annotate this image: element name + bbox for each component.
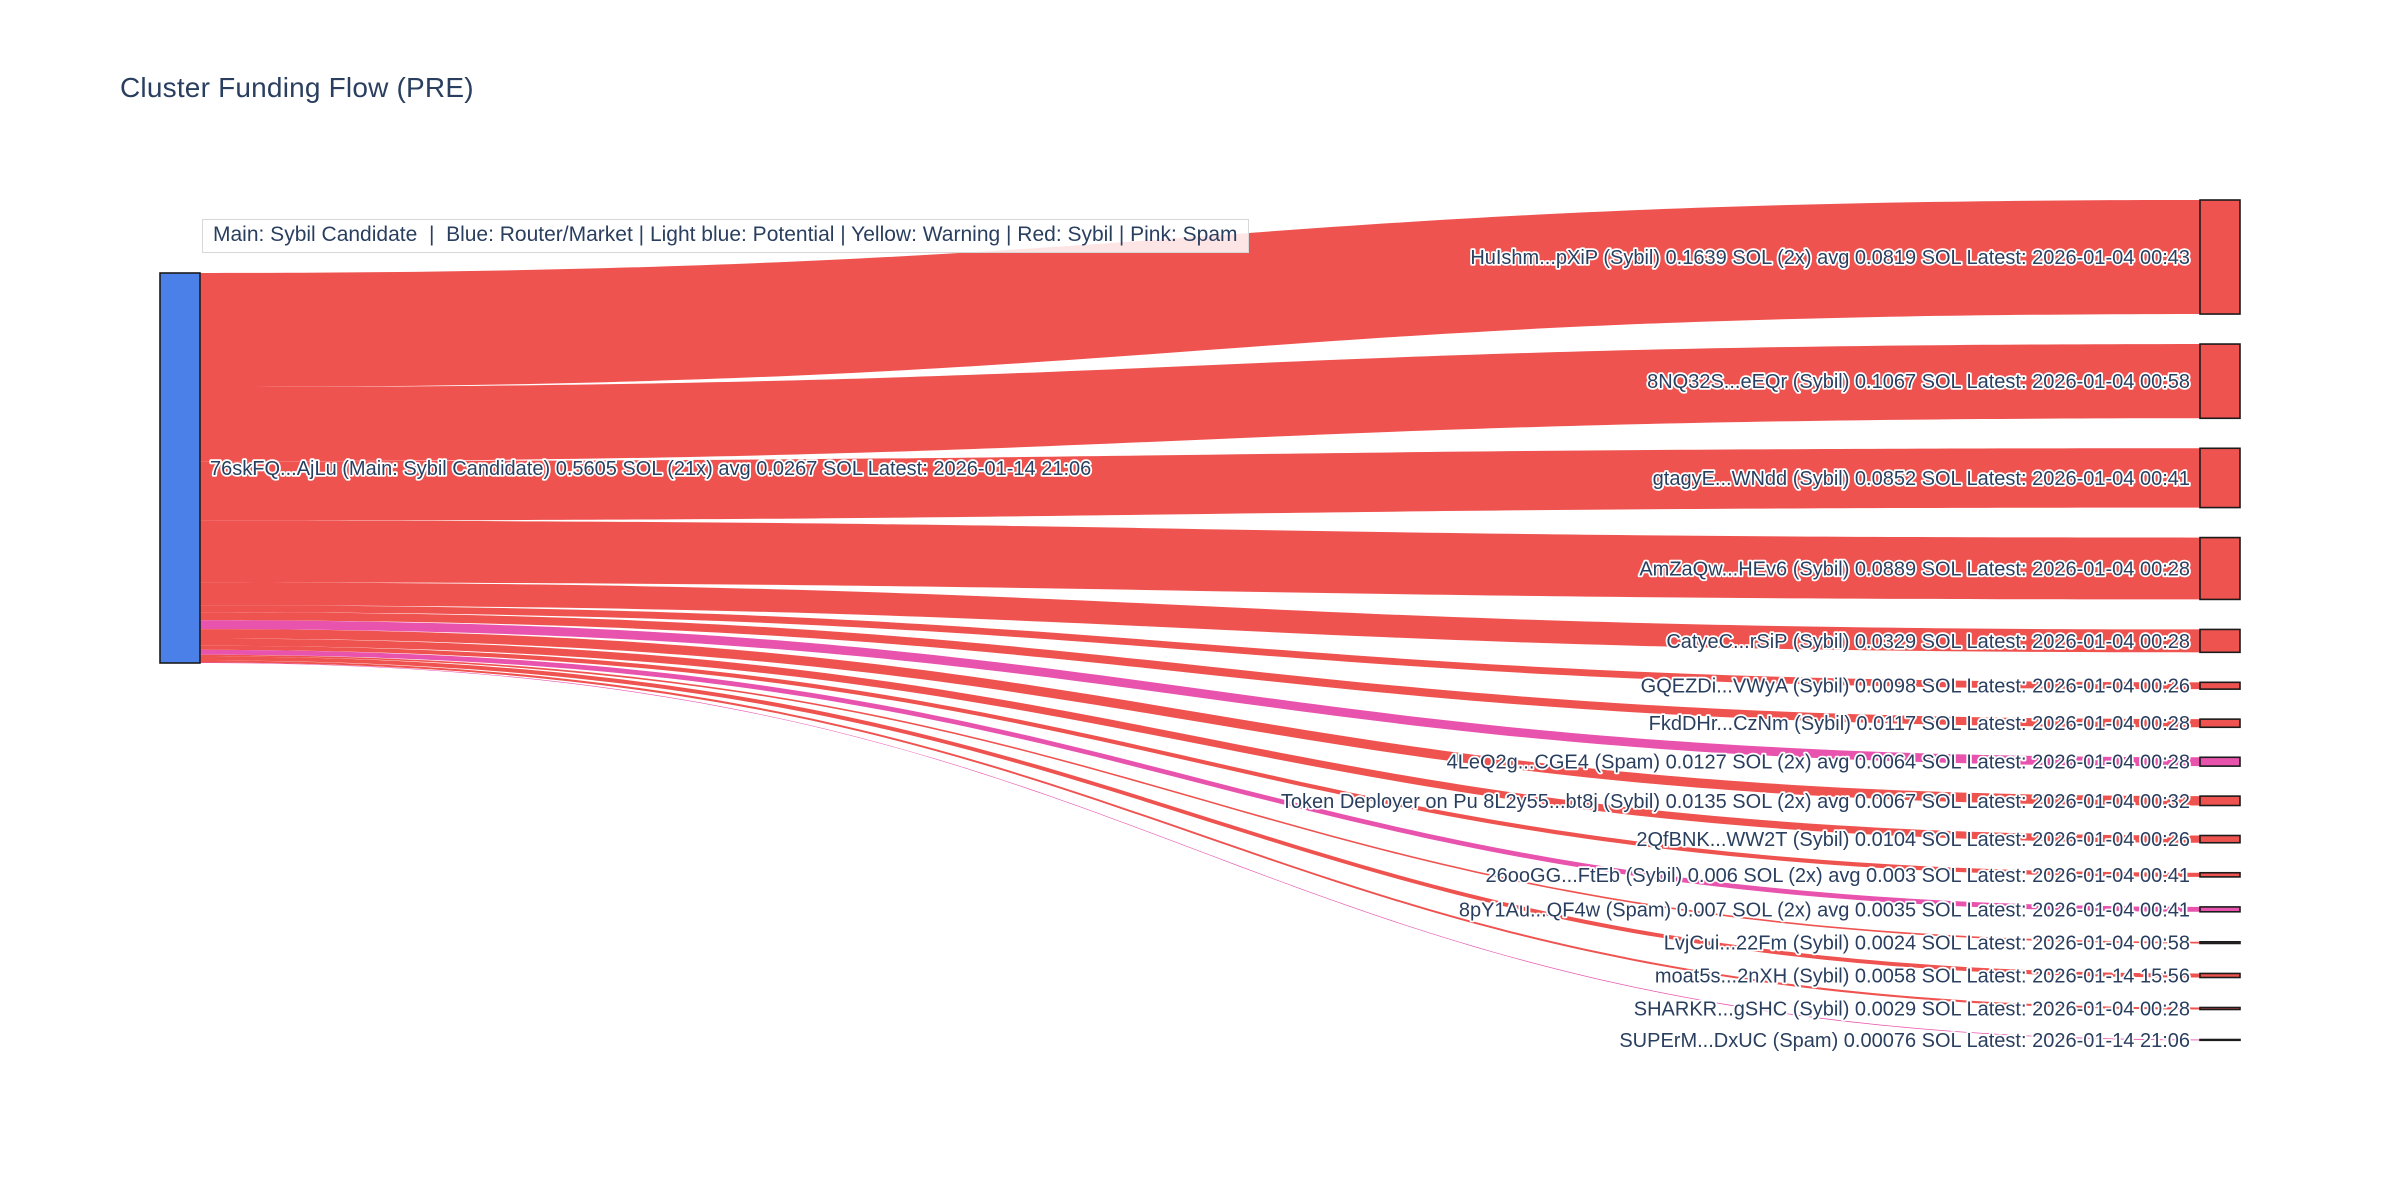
target-node-label: SHARKR...gSHC (Sybil) 0.0029 SOL Latest:… xyxy=(1634,999,2190,1021)
sankey-node-source-main[interactable] xyxy=(159,272,201,664)
sankey-node-lvjcui-22fm[interactable] xyxy=(2199,940,2241,945)
target-node-label: Token Deployer on Pu 8L2y55...bt8j (Sybi… xyxy=(1281,791,2190,813)
target-node-label: FkdDHr...CzNm (Sybil) 0.0117 SOL Latest:… xyxy=(1649,713,2190,735)
sankey-link-superm-dxuc[interactable] xyxy=(200,662,2200,1041)
target-node-label: gtagyE...WNdd (Sybil) 0.0852 SOL Latest:… xyxy=(1653,468,2190,490)
target-node-label: AmZaQw...HEv6 (Sybil) 0.0889 SOL Latest:… xyxy=(1639,558,2190,580)
sankey-link-token-deployer-on-pu-8l2y55-bt8j[interactable] xyxy=(200,629,2200,806)
target-node-label: SUPErM...DxUC (Spam) 0.00076 SOL Latest:… xyxy=(1619,1030,2190,1052)
sankey-node-26oogg-fteb[interactable] xyxy=(2199,871,2241,878)
sankey-node-gqezdi-vwya[interactable] xyxy=(2199,681,2241,690)
sankey-link-fkddhr-cznm[interactable] xyxy=(200,612,2200,728)
target-node-label: 2QfBNK...WW2T (Sybil) 0.0104 SOL Latest:… xyxy=(1636,829,2190,851)
sankey-link-2qfbnk-ww2t[interactable] xyxy=(200,638,2200,843)
sankey-link-26oogg-fteb[interactable] xyxy=(200,645,2200,877)
target-node-label: GQEZDi...VWyA (Sybil) 0.0098 SOL Latest:… xyxy=(1641,676,2190,698)
sankey-node-moat5s-2nxh[interactable] xyxy=(2199,972,2241,979)
target-node-label: moat5s...2nXH (Sybil) 0.0058 SOL Latest:… xyxy=(1655,965,2190,987)
sankey-link-sharkr-gshc[interactable] xyxy=(200,660,2200,1010)
target-node-label: LvjCui...22Fm (Sybil) 0.0024 SOL Latest:… xyxy=(1664,933,2190,955)
target-node-label: HuIshm...pXiP (Sybil) 0.1639 SOL (2x) av… xyxy=(1470,247,2190,269)
sankey-node-sharkr-gshc[interactable] xyxy=(2199,1006,2241,1011)
page-title: Cluster Funding Flow (PRE) xyxy=(120,72,474,103)
sankey-link-8py1au-qf4w[interactable] xyxy=(200,649,2200,912)
sankey-node-huishm-pxip[interactable] xyxy=(2199,199,2241,315)
sankey-link-catyec-rsip[interactable] xyxy=(200,582,2200,653)
target-node-label: 8pY1Au...QF4w (Spam) 0.007 SOL (2x) avg … xyxy=(1459,899,2190,921)
target-node-label: 26ooGG...FtEb (Sybil) 0.006 SOL (2x) avg… xyxy=(1486,865,2190,887)
sankey-node-2qfbnk-ww2t[interactable] xyxy=(2199,834,2241,844)
sankey-link-lvjcui-22fm[interactable] xyxy=(200,654,2200,944)
sankey-node-8py1au-qf4w[interactable] xyxy=(2199,906,2241,913)
sankey-link-huishm-pxip[interactable] xyxy=(200,200,2200,388)
sankey-link-amzaqw-hev6[interactable] xyxy=(200,520,2200,600)
sankey-node-superm-dxuc[interactable] xyxy=(2199,1038,2241,1042)
sankey-link-8nq32s-eeqr[interactable] xyxy=(200,344,2200,462)
sankey-node-8nq32s-eeqr[interactable] xyxy=(2199,343,2241,420)
sankey-node-4leq2g-cge4[interactable] xyxy=(2199,756,2241,767)
target-node-label: 8NQ32S...eEQr (Sybil) 0.1067 SOL Latest:… xyxy=(1647,371,2190,393)
target-node-label: CatyeC...rSiP (Sybil) 0.0329 SOL Latest:… xyxy=(1666,631,2190,653)
source-node-label: 76skFQ...AjLu (Main: Sybil Candidate) 0.… xyxy=(210,458,1091,480)
sankey-node-gtagye-wndd[interactable] xyxy=(2199,447,2241,509)
sankey-node-amzaqw-hev6[interactable] xyxy=(2199,536,2241,601)
sankey-link-moat5s-2nxh[interactable] xyxy=(200,656,2200,978)
sankey-node-token-deployer-on-pu-8l2y55-bt8j[interactable] xyxy=(2199,795,2241,807)
sankey-link-gtagye-wndd[interactable] xyxy=(200,448,2200,521)
sankey-link-4leq2g-cge4[interactable] xyxy=(200,620,2200,767)
legend-annotation: Main: Sybil Candidate | Blue: Router/Mar… xyxy=(202,219,1249,253)
sankey-link-gqezdi-vwya[interactable] xyxy=(200,605,2200,690)
sankey-node-catyec-rsip[interactable] xyxy=(2199,628,2241,654)
target-node-label: 4LeQ2g...CGE4 (Spam) 0.0127 SOL (2x) avg… xyxy=(1447,752,2190,774)
sankey-node-fkddhr-cznm[interactable] xyxy=(2199,718,2241,729)
